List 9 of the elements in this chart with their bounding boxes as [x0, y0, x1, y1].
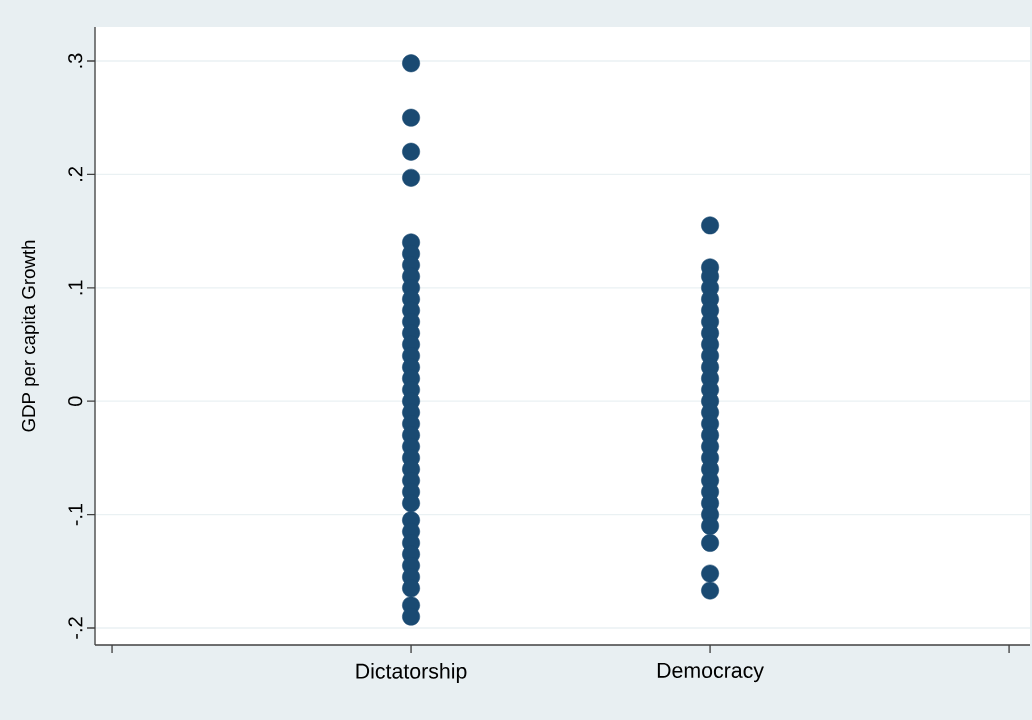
y-tick-label: 0 [68, 396, 83, 406]
x-tick-label: Dictatorship [356, 663, 467, 683]
y-tick-label: .3 [68, 53, 83, 68]
y-tick-label: .1 [68, 280, 83, 295]
y-axis-title: GDP per capita Growth [21, 240, 39, 432]
y-tick-label: -.2 [68, 617, 83, 639]
x-tick-label: Democracy [657, 663, 764, 683]
y-tick-label: -.1 [68, 503, 83, 526]
y-tick-label: .2 [68, 167, 83, 181]
